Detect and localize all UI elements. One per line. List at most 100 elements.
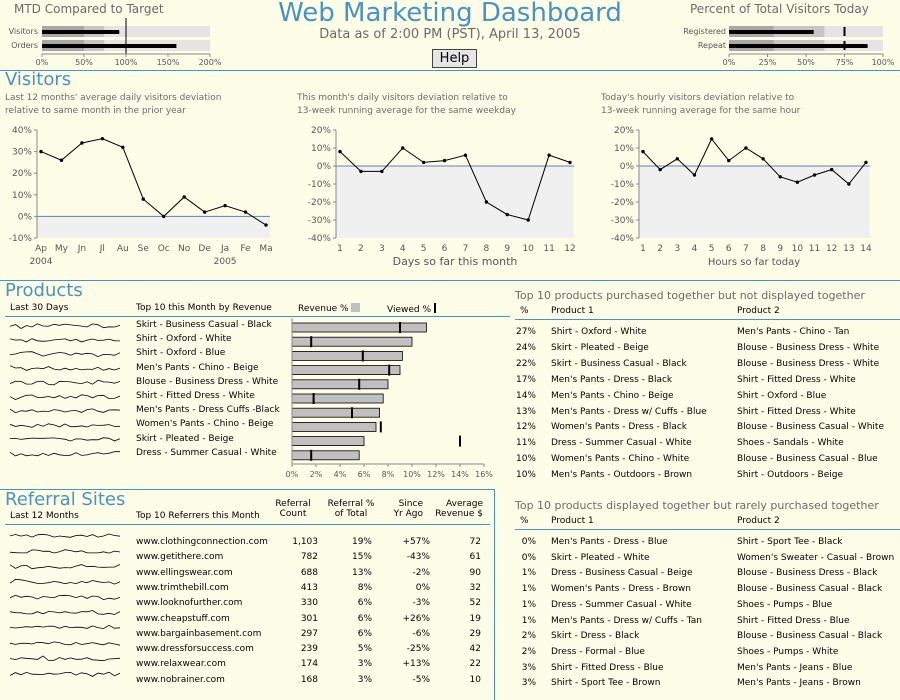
- referral-cell-pct: 13%: [351, 567, 372, 578]
- products-header-rule: [5, 316, 510, 317]
- cell-p2: Shoes - Pumps - Blue: [737, 599, 833, 610]
- chart1-x-tick-label: 2: [358, 244, 364, 254]
- chart2-point: [675, 157, 680, 161]
- referrer-link[interactable]: www.clothingconnection.com: [136, 537, 268, 547]
- cell-p2: Men's Pants - Chino - Tan: [737, 327, 850, 337]
- product-name: Shirt - Oxford - White: [136, 334, 232, 345]
- chart0-x-tick-label: My: [55, 244, 69, 254]
- referrer-link[interactable]: www.trimthebill.com: [136, 582, 229, 593]
- chart2-negative-band: [639, 166, 870, 238]
- referral-pct-header: Referral % of Total: [327, 499, 375, 519]
- referrer-link[interactable]: www.ellingswear.com: [136, 567, 233, 578]
- chart2-x-tick-label: 4: [692, 244, 698, 254]
- revenue-bar: [291, 336, 413, 347]
- cell-p1: Shirt - Oxford - White: [551, 327, 647, 337]
- referral-cell-avg: 32: [469, 582, 481, 593]
- viewed-legend-marker: [433, 303, 436, 313]
- viewed-marker: [310, 449, 313, 461]
- chart2-point: [744, 146, 748, 150]
- cell-pct: 27%: [515, 327, 536, 337]
- product-name: Blouse - Business Dress - White: [136, 376, 279, 387]
- referrer-link[interactable]: www.getithere.com: [136, 552, 224, 563]
- chart1-point: [359, 169, 363, 174]
- mtd-tick-label: 0%: [36, 58, 49, 67]
- chart2-x-tick-label: 12: [826, 244, 837, 254]
- mtd-label-0: Visitors: [9, 27, 38, 36]
- referral-avg-header: Average Revenue $: [435, 499, 483, 519]
- pv-measure-0: [729, 30, 814, 34]
- referrer-link[interactable]: www.relaxwear.com: [136, 659, 226, 670]
- chart2-point: [829, 167, 834, 172]
- cell-p2: Shirt - Sport Tee - Black: [737, 537, 843, 547]
- cell-pct: 11%: [515, 438, 536, 449]
- help-button[interactable]: Help: [432, 49, 477, 68]
- chart0-x-tick-label: Oc: [158, 244, 170, 254]
- chart1-point: [505, 212, 509, 217]
- chart0-point: [121, 145, 125, 149]
- chart2-x-tick-label: 3: [674, 244, 680, 254]
- divider-products: [0, 489, 495, 490]
- visitors-hourly-line-chart: 20%10%0%-10%-20%-30%-40%1 2 3 4 5 6 7 8 9 10 11 12 1…: [611, 126, 872, 268]
- visitors-chart2-caption: This month's daily visitors deviation re…: [297, 93, 516, 116]
- pv-target-0: [843, 27, 846, 36]
- chart2-point: [692, 173, 697, 177]
- pv-label-0: Registered: [683, 27, 726, 36]
- referral-cell-avg: 90: [469, 567, 481, 578]
- chart0-x-tick-label: Jn: [77, 244, 86, 254]
- cell-p1: Women's Pants - Dress - Brown: [551, 584, 691, 595]
- sparkline: [10, 549, 121, 554]
- chart2-point: [864, 160, 868, 165]
- revenue-bar: [291, 393, 384, 404]
- cell-pct: 1%: [521, 599, 536, 610]
- visitors-chart1-caption: Last 12 months' average daily visitors d…: [5, 93, 222, 116]
- page-subtitle: Data as of 2:00 PM (PST), April 13, 2005: [319, 27, 581, 42]
- referral-cell-since: -5%: [412, 674, 430, 685]
- cell-p1: Dress - Summer Casual - White: [551, 438, 692, 449]
- chart0-x-tick-label: Ma: [259, 244, 272, 254]
- chart0-point: [39, 149, 43, 154]
- chart0-series-line: [40, 138, 267, 226]
- cell-p2: Shirt - Fitted Dress - White: [737, 406, 856, 417]
- referral-cell-since: +13%: [402, 659, 430, 670]
- chart2-x-tick-label: 10: [792, 244, 804, 254]
- referral-cell-avg: 22: [469, 659, 481, 670]
- cell-p2: Blouse - Business Dress - Black: [737, 568, 878, 579]
- referral-cell-avg: 19: [469, 613, 481, 624]
- referrer-link[interactable]: www.nobrainer.com: [136, 674, 225, 685]
- referral-cell-avg: 52: [469, 598, 481, 609]
- sparkline: [10, 365, 121, 371]
- not-displayed-col-p1: Product 1: [551, 306, 594, 316]
- product-name: Shirt - Fitted Dress - White: [136, 391, 255, 401]
- chart1-x-tick-label: 3: [379, 244, 385, 254]
- referral-cell-since: -43%: [406, 552, 430, 563]
- chart1-x-tick-label: 5: [421, 244, 427, 254]
- chart2-point: [795, 180, 800, 184]
- referral-cell-pct: 6%: [357, 628, 372, 639]
- referral-cell-count: 174: [300, 659, 318, 670]
- referrer-link[interactable]: www.looknofurther.com: [136, 598, 243, 609]
- chart0-x-tick-label: No: [178, 244, 191, 254]
- revenue-bar: [291, 407, 380, 418]
- referrer-link[interactable]: www.bargainbasement.com: [136, 628, 262, 639]
- sparkline: [10, 578, 121, 585]
- chart0-x-tick-label: Au: [117, 244, 129, 254]
- cell-p1: Shirt - Fitted Dress - Blue: [551, 662, 664, 673]
- chart1-x-tick-label: 6: [442, 244, 448, 254]
- referrer-link[interactable]: www.cheapstuff.com: [136, 613, 230, 624]
- chart0-negative-band: [37, 216, 270, 238]
- referral-cell-pct: 3%: [357, 674, 372, 685]
- sparkline: [10, 594, 121, 601]
- revenue-bar: [291, 351, 403, 361]
- sparkline: [10, 533, 121, 538]
- revenue-bar: [291, 450, 360, 461]
- referrer-link[interactable]: www.dressforsuccess.com: [136, 644, 254, 655]
- chart1-point: [484, 200, 489, 204]
- visitors-chart3-caption: Today's hourly visitors deviation relati…: [601, 93, 801, 116]
- pv-axis: 0% 25% 50% 75% 100%: [723, 53, 895, 67]
- sparkline: [10, 671, 121, 677]
- chart2-x-tick-label: 5: [709, 244, 715, 254]
- cell-p2: Blouse - Business Casual - Black: [737, 584, 883, 595]
- chart2-x-tick-label: 2: [657, 244, 663, 254]
- chart1-point: [338, 149, 342, 154]
- cell-p2: Blouse - Business Casual - White: [737, 422, 884, 433]
